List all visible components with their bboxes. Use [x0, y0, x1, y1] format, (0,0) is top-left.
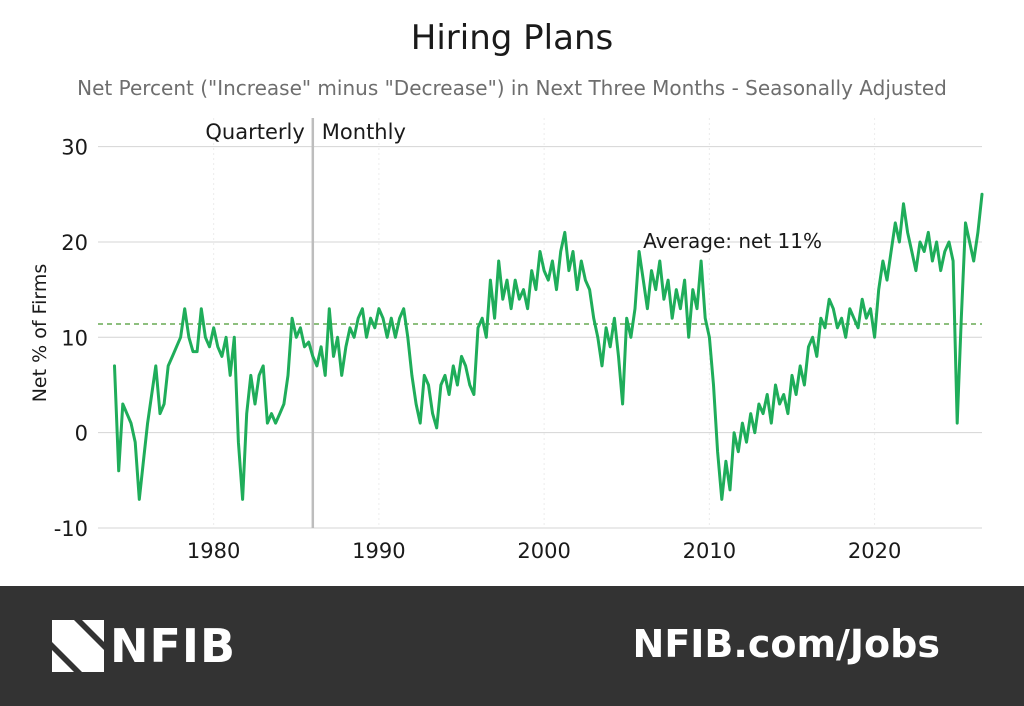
- y-axis-label: Net % of Firms: [29, 264, 51, 403]
- y-tick-label: 30: [61, 136, 88, 160]
- footer-url-link[interactable]: NFIB.com/Jobs: [632, 622, 940, 666]
- x-tick-label: 1990: [352, 539, 405, 563]
- y-tick-label: 20: [61, 231, 88, 255]
- series-line: [113, 192, 984, 501]
- nfib-logo-text: NFIB: [110, 619, 237, 673]
- divider-left-label: Quarterly: [205, 120, 304, 144]
- divider-right-label: Monthly: [322, 120, 406, 144]
- chart-title: Hiring Plans: [410, 18, 614, 58]
- nfib-logo[interactable]: NFIB: [52, 619, 237, 673]
- nfib-mark-icon: [52, 620, 104, 672]
- average-label: Average: net 11%: [643, 229, 822, 253]
- line-chart: -10 0 10 20 30 1980 1990 2000 2010 2020 Net % of F…: [29, 118, 984, 563]
- footer-bar: NFIB NFIB.com/Jobs: [0, 586, 1024, 706]
- x-tick-label: 2010: [683, 539, 736, 563]
- y-tick-label: 0: [75, 422, 88, 446]
- y-tick-label: -10: [54, 517, 88, 541]
- y-tick-label: 10: [61, 326, 88, 350]
- chart-subtitle: Net Percent ("Increase" minus "Decrease"…: [77, 76, 947, 100]
- x-tick-label: 2020: [848, 539, 901, 563]
- x-tick-label: 1980: [187, 539, 240, 563]
- x-tick-label: 2000: [517, 539, 570, 563]
